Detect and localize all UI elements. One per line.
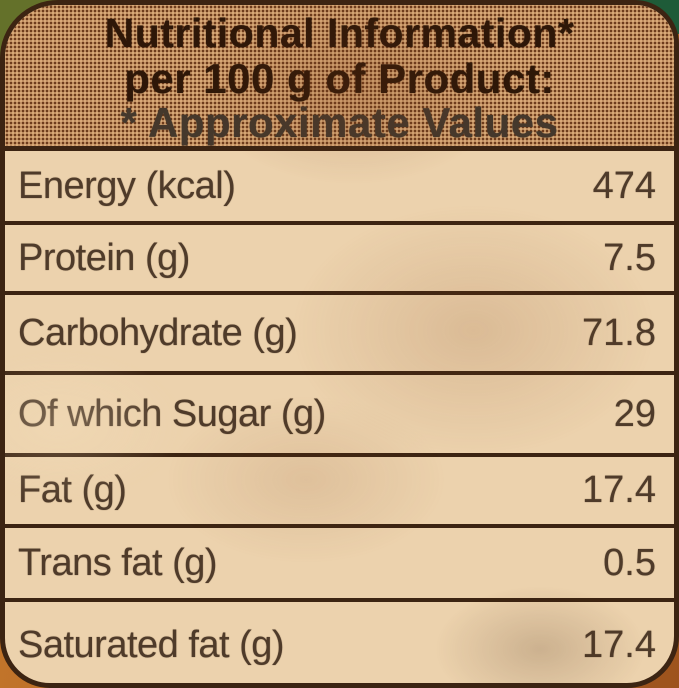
header-subtitle: per 100 g of Product: bbox=[124, 55, 555, 102]
nutrient-value: 7.5 bbox=[603, 236, 656, 279]
nutrient-value: 474 bbox=[592, 164, 656, 207]
table-row: Saturated fat (g) 17.4 bbox=[5, 602, 674, 683]
header-footnote: * Approximate Values bbox=[120, 99, 559, 146]
table-row: Of which Sugar (g) 29 bbox=[5, 375, 674, 457]
nutrient-value: 0.5 bbox=[603, 541, 656, 584]
table-row: Fat (g) 17.4 bbox=[5, 457, 674, 528]
nutrient-name: Fat (g) bbox=[18, 469, 127, 511]
nutrition-table: Energy (kcal) 474 Protein (g) 7.5 Carboh… bbox=[5, 151, 674, 683]
header-title: Nutritional Information* bbox=[104, 10, 575, 56]
nutrient-name: Energy (kcal) bbox=[18, 164, 236, 207]
nutrient-name: Trans fat (g) bbox=[18, 541, 218, 584]
nutrient-value: 71.8 bbox=[582, 311, 656, 354]
nutrient-value: 17.4 bbox=[582, 623, 656, 666]
nutrient-name: Of which Sugar (g) bbox=[18, 392, 326, 435]
table-row: Protein (g) 7.5 bbox=[5, 225, 674, 295]
nutrient-value: 29 bbox=[613, 392, 656, 435]
table-row: Carbohydrate (g) 71.8 bbox=[5, 295, 674, 375]
table-row: Energy (kcal) 474 bbox=[5, 151, 674, 225]
table-row: Trans fat (g) 0.5 bbox=[5, 528, 674, 602]
nutrient-name: Saturated fat (g) bbox=[18, 623, 285, 666]
label-header: Nutritional Information* per 100 g of Pr… bbox=[5, 5, 674, 151]
nutrient-name: Protein (g) bbox=[18, 236, 190, 279]
nutrient-name: Carbohydrate (g) bbox=[18, 311, 298, 354]
nutrient-value: 17.4 bbox=[582, 469, 656, 511]
